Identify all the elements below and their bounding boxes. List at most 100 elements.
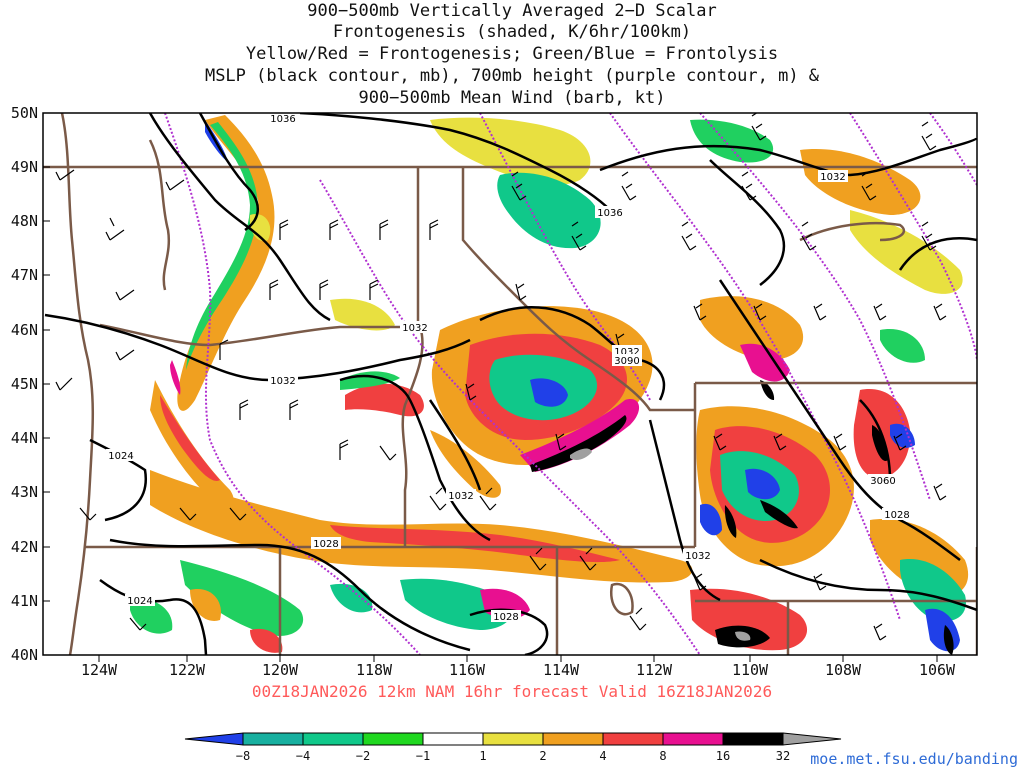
lon-tick-label: 116W	[449, 661, 486, 679]
fgen-patch-mt-north	[690, 119, 774, 163]
fgen-band-southern-red	[330, 525, 620, 563]
or-id-border	[401, 326, 424, 547]
fgen-streak-idaho-black	[530, 415, 627, 472]
figure-title: 900−500mb Vertically Averaged 2−D Scalar…	[205, 1, 820, 108]
wind-barb	[79, 507, 97, 521]
colorbar-label: −4	[296, 749, 310, 763]
wind-barb	[555, 433, 567, 451]
wind-barb	[529, 547, 547, 571]
lat-tick-label: 46N	[11, 321, 38, 339]
title-line-1: 900−500mb Vertically Averaged 2−D Scalar	[307, 1, 716, 21]
fgen-cluster-wy-black-west	[724, 505, 737, 538]
fgen-red-cascades	[170, 360, 181, 395]
title-line-2: Frontogenesis (shaded, K/6hr/100km)	[333, 22, 691, 42]
wa-or-border	[99, 323, 420, 347]
source-credit-link[interactable]: moe.met.fsu.edu/banding	[810, 750, 1018, 768]
wind-barb	[773, 433, 787, 451]
height-contour-5	[699, 113, 931, 501]
wind-barb	[329, 219, 339, 240]
height-label: 3060	[870, 476, 895, 487]
colorbar-segment	[482, 732, 544, 746]
mslp-contour-co	[759, 558, 977, 612]
wind-barb	[753, 303, 767, 321]
lat-tick-label: 43N	[11, 483, 38, 501]
fgen-cluster-co-black	[943, 625, 954, 655]
wind-barb	[741, 171, 757, 201]
mslp-label: 1028	[884, 510, 909, 521]
wind-barb	[129, 617, 147, 631]
wind-barb	[801, 221, 817, 251]
wind-barb	[465, 383, 477, 401]
colorbar-label: 8	[659, 749, 666, 763]
wind-barb	[269, 279, 279, 300]
wind-barb	[579, 547, 597, 571]
wind-barb	[379, 219, 389, 240]
mslp-contour-or-loop	[339, 374, 491, 542]
wind-barb	[115, 349, 135, 361]
fgen-cluster-ne-co-green	[900, 559, 966, 622]
fgen-patch-mt-east-yellow	[850, 210, 963, 294]
fgen-patch-mt-central-red	[740, 343, 790, 382]
wind-barb	[571, 221, 587, 251]
wind-barb	[893, 433, 907, 451]
fgen-cluster-wy-blue-west	[700, 503, 722, 536]
lat-tick-label: 42N	[11, 538, 38, 556]
wind-barb	[429, 219, 439, 240]
colorbar-label: 1	[479, 749, 486, 763]
mslp-contour-ne-loop	[898, 237, 977, 271]
wind-barb	[681, 221, 697, 251]
forecast-valid-time: 00Z18JAN2026 12km NAM 16hr forecast Vali…	[252, 682, 772, 701]
mslp-label: 1032	[402, 323, 427, 334]
wind-barbs	[55, 113, 947, 641]
fgen-patch-or-east	[330, 298, 395, 331]
fgen-patch-mt-east	[800, 149, 921, 215]
map-panel: 1036 1036 1032 1032 1032 1032 1032 1032 …	[42, 112, 978, 656]
fgen-cluster-ut-gray	[735, 631, 751, 641]
height-contour-3	[479, 113, 651, 401]
colorbar-segment	[662, 732, 724, 746]
wind-barb	[511, 171, 527, 201]
colorbar-label: 2	[539, 749, 546, 763]
wind-barb	[933, 303, 947, 321]
mslp-contour-1024-sw	[99, 578, 208, 655]
colorbar-segment	[602, 732, 664, 746]
wind-barb	[55, 377, 73, 391]
mslp-contour-mt	[709, 159, 786, 286]
lat-tick-label: 48N	[11, 212, 38, 230]
wind-barb	[219, 339, 229, 360]
lon-tick-label: 108W	[825, 661, 862, 679]
colorbar-label: −1	[416, 749, 430, 763]
wind-barb	[921, 121, 937, 151]
height-contour-2	[319, 179, 701, 655]
wind-barb	[289, 399, 299, 420]
mslp-contour-1060-area	[859, 399, 892, 481]
mslp-label: 1024	[108, 451, 133, 462]
mslp-label: 1036	[597, 208, 622, 219]
id-mt-border	[461, 167, 695, 412]
mslp-label: 1028	[493, 612, 518, 623]
fgen-cluster-central-blue	[530, 378, 568, 407]
wind-barb	[921, 221, 937, 251]
mslp-contour-1032-id	[428, 399, 482, 491]
lon-tick-label: 106W	[919, 661, 956, 679]
wind-barb	[933, 483, 947, 501]
political-borders	[43, 113, 977, 655]
wind-barb	[369, 279, 379, 300]
lon-tick-label: 120W	[262, 661, 299, 679]
latitude-axis	[43, 112, 50, 656]
lon-tick-label: 114W	[543, 661, 580, 679]
lon-tick-label: 118W	[356, 661, 393, 679]
wind-barb	[379, 445, 397, 461]
puget-sound	[148, 139, 171, 291]
lat-tick-label: 40N	[11, 646, 38, 664]
colorbar-segment	[362, 732, 424, 746]
lat-tick-label: 47N	[11, 266, 38, 284]
mslp-contour-1028	[109, 538, 471, 652]
fgen-band-cascades	[177, 115, 275, 411]
fgen-cluster-wy-blue	[745, 468, 780, 500]
colorbar-label: −2	[356, 749, 370, 763]
fgen-cluster-ewy-black	[872, 425, 888, 461]
longitude-axis	[98, 655, 938, 662]
height-contour-1	[164, 113, 421, 655]
